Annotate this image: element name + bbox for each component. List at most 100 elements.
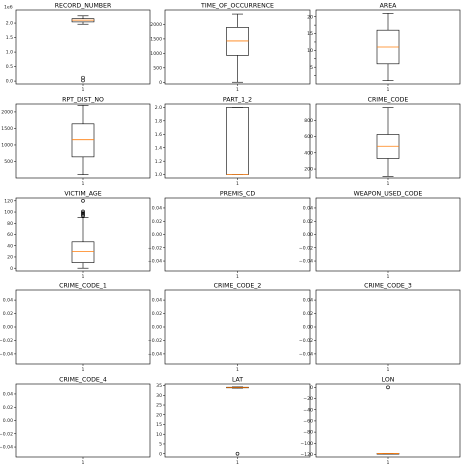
subplot-title: VICTIM_AGE: [64, 191, 101, 198]
y-tick-label: −0.02: [0, 338, 13, 344]
y-tick-label: 100: [4, 210, 13, 216]
y-tick-label: 0.02: [303, 219, 313, 225]
y-tick-label: 0: [159, 451, 162, 457]
axes-frame: [164, 289, 311, 365]
x-tick-label: 1: [236, 274, 239, 280]
subplot-victim-age: VICTIM_AGE 0 20 40 60 80 100 120 1: [4, 191, 151, 280]
y-tick-label: 0.02: [152, 219, 162, 225]
y-tick-label: 10: [156, 432, 162, 438]
y-tick-label: 0.00: [152, 325, 162, 331]
subplot-record-number: RECORD_NUMBER 1e6 0.0 0.5 1.0 1.5 2.0 1: [4, 3, 151, 93]
subplot-title: CRIME_CODE_4: [59, 377, 107, 384]
y-tick-label: 0.04: [152, 206, 162, 212]
y-tick-label: 0.00: [152, 232, 162, 238]
x-tick-label: 1: [82, 367, 85, 373]
subplot-time-of-occurrence: TIME_OF_OCCURRENCE 0 500 1000 1500 2000 1: [150, 3, 311, 93]
y-tick-label: 0.04: [303, 298, 313, 304]
y-tick-label: 40: [7, 243, 13, 249]
y-tick-label: 200: [304, 167, 313, 173]
x-tick-label: 1: [387, 367, 390, 373]
iqr-box: [226, 27, 249, 56]
x-tick-label: 1: [387, 181, 390, 187]
axes-frame: [15, 383, 151, 458]
flier-point: [81, 214, 85, 218]
y-tick-label: 600: [304, 134, 313, 140]
y-tick-label: 2000: [1, 110, 13, 116]
y-tick-label: −0.04: [0, 352, 13, 358]
subplot-crime-code-3: CRIME_CODE_3 −0.04 −0.02 0.00 0.02 0.04 1: [299, 283, 461, 373]
y-tick-label: 800: [304, 118, 313, 124]
y-tick-label: −0.04: [0, 445, 13, 451]
y-tick-label: 0.04: [3, 298, 13, 304]
y-tick-label: 2.0: [6, 21, 13, 27]
y-tick-label: 1000: [150, 51, 162, 57]
subplot-crime-code-2: CRIME_CODE_2 −0.04 −0.02 0.00 0.02 0.04 1: [148, 283, 311, 373]
y-tick-label: 15: [156, 422, 162, 428]
axes-frame: [15, 9, 151, 85]
flier-point: [81, 213, 85, 217]
flier-point: [81, 209, 85, 214]
y-tick-label: 1.0: [155, 172, 162, 178]
iqr-box: [226, 107, 249, 175]
y-tick-label: 0.00: [303, 325, 313, 331]
y-tick-label: 1.8: [155, 118, 162, 124]
y-tick-label: 10: [307, 48, 313, 54]
y-tick-label: 400: [304, 150, 313, 156]
subplot-title: LON: [382, 377, 395, 384]
y-tick-label: 0.04: [303, 206, 313, 212]
y-tick-label: 1.2: [155, 159, 162, 165]
x-tick-label: 1: [236, 460, 239, 466]
axes-frame: [315, 289, 461, 365]
y-tick-label: −0.04: [148, 352, 162, 358]
flier-point: [81, 78, 85, 83]
flier-point: [81, 199, 85, 203]
flier-point: [81, 75, 85, 80]
y-tick-label: 0.00: [303, 232, 313, 238]
y-tick-label: 30: [156, 393, 162, 399]
y-tick-label: 120: [4, 198, 13, 204]
x-tick-label: 1: [387, 460, 390, 466]
axes-frame: [315, 383, 461, 458]
x-tick-label: 1: [387, 274, 390, 280]
flier-point: [81, 210, 85, 215]
y-tick-label: −100: [300, 441, 313, 447]
subplot-title: RECORD_NUMBER: [55, 3, 112, 10]
subplot-title: CRIME_CODE: [368, 97, 409, 104]
y-tick-label: 0.00: [3, 325, 13, 331]
y-tick-label: 5: [310, 65, 313, 71]
subplot-crime-code-1: CRIME_CODE_1 −0.04 −0.02 0.00 0.02 0.04 1: [0, 283, 151, 373]
y-tick-label: 0.02: [303, 311, 313, 317]
y-tick-label: −0.02: [0, 431, 13, 437]
y-tick-label: 20: [7, 255, 13, 261]
x-tick-label: 1: [82, 87, 85, 93]
y-tick-label: 1.6: [155, 132, 162, 138]
y-tick-label: 5: [159, 442, 162, 448]
subplot-weapon-used-code: WEAPON_USED_CODE −0.04 −0.02 0.00 0.02 0.04 1: [299, 191, 461, 280]
subplot-crime-code: CRIME_CODE 200 400 600 800 1: [304, 97, 461, 187]
y-tick-label: −0.04: [148, 259, 162, 265]
y-tick-label: 0.04: [3, 392, 13, 398]
x-tick-label: 1: [82, 181, 85, 187]
y-tick-label: 0: [10, 266, 13, 272]
y-tick-label: 20: [156, 412, 162, 418]
y-tick-label: −0.02: [299, 338, 313, 344]
y-tick-label: −0.02: [299, 245, 313, 251]
subplot-title: TIME_OF_OCCURRENCE: [200, 3, 274, 10]
y-tick-label: 1.5: [6, 35, 13, 41]
y-tick-label: 0.02: [3, 311, 13, 317]
subplot-title: CRIME_CODE_1: [59, 283, 107, 290]
y-tick-label: 20: [307, 14, 313, 20]
y-tick-label: 0: [159, 80, 162, 86]
y-tick-label: 1500: [1, 126, 13, 132]
y-tick-label: 0.5: [6, 64, 13, 70]
x-tick-label: 1: [236, 367, 239, 373]
x-tick-label: 1: [387, 87, 390, 93]
axes-frame: [164, 197, 311, 272]
y-tick-label: −0.02: [148, 245, 162, 251]
y-tick-label: −20: [303, 396, 313, 402]
flier-point: [386, 385, 390, 390]
y-tick-label: 15: [307, 31, 313, 37]
subplot-lat: LAT 0 5 10 15 20 25 30 35 1: [156, 377, 311, 466]
y-tick-label: 1500: [150, 37, 162, 43]
